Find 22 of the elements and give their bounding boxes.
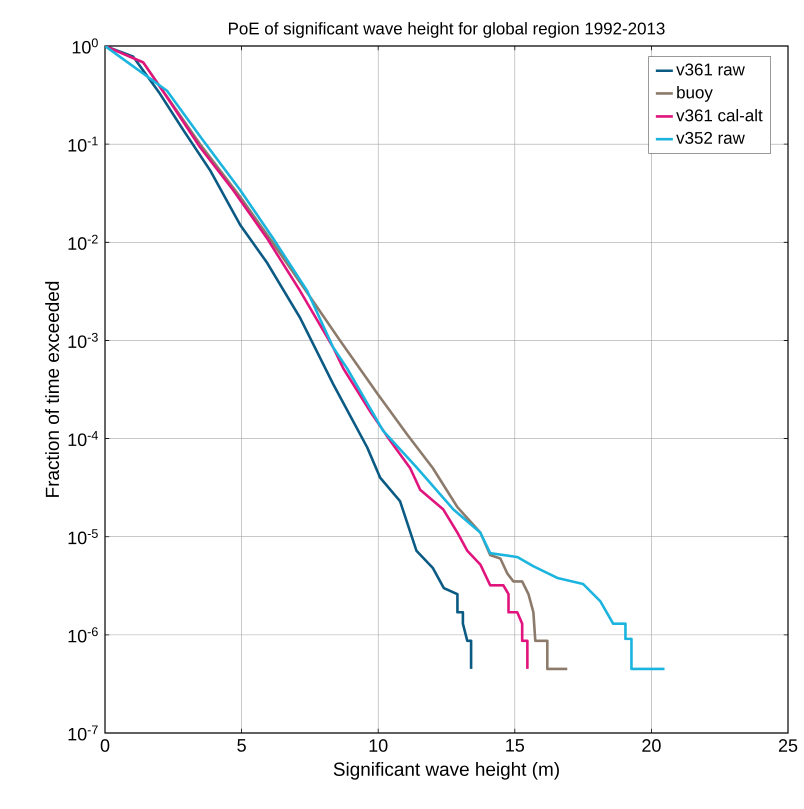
legend-label: v361 raw bbox=[676, 64, 745, 76]
y-axis-title: Fraction of time exceeded bbox=[45, 282, 60, 497]
legend-label: buoy bbox=[677, 86, 713, 102]
x-tick-label: 15 bbox=[506, 739, 524, 752]
legend-label: v361 cal-alt bbox=[676, 108, 763, 122]
y-tick-label: 10$^{-1}$ bbox=[68, 136, 98, 152]
line-series bbox=[105, 46, 666, 670]
y-tick-label: 10$^{-6}$ bbox=[68, 627, 98, 642]
y-tick-label: 10$^{-7}$ bbox=[68, 725, 98, 741]
x-tick-label: 20 bbox=[642, 739, 661, 752]
y-tick-label: 10$^{-2}$ bbox=[68, 234, 98, 250]
y-tick-label: 10$^{-3}$ bbox=[68, 332, 98, 348]
x-tick-label: 10 bbox=[370, 739, 388, 752]
x-tick-label: 0 bbox=[100, 739, 110, 752]
legend-label: v352 raw bbox=[676, 132, 745, 144]
y-tick-label: 10$^{-4}$ bbox=[68, 431, 98, 446]
y-tick-label: 10$^{-5}$ bbox=[68, 529, 98, 544]
x-tick-label: 25 bbox=[778, 739, 798, 752]
x-tick-label: 5 bbox=[237, 739, 246, 752]
x-axis-title: Significant wave height (m) bbox=[334, 762, 559, 780]
chart-title: PoE of significant wave height for global region 1992-2013 bbox=[228, 22, 665, 38]
y-tick-label: 10$^{0}$ bbox=[72, 38, 98, 54]
